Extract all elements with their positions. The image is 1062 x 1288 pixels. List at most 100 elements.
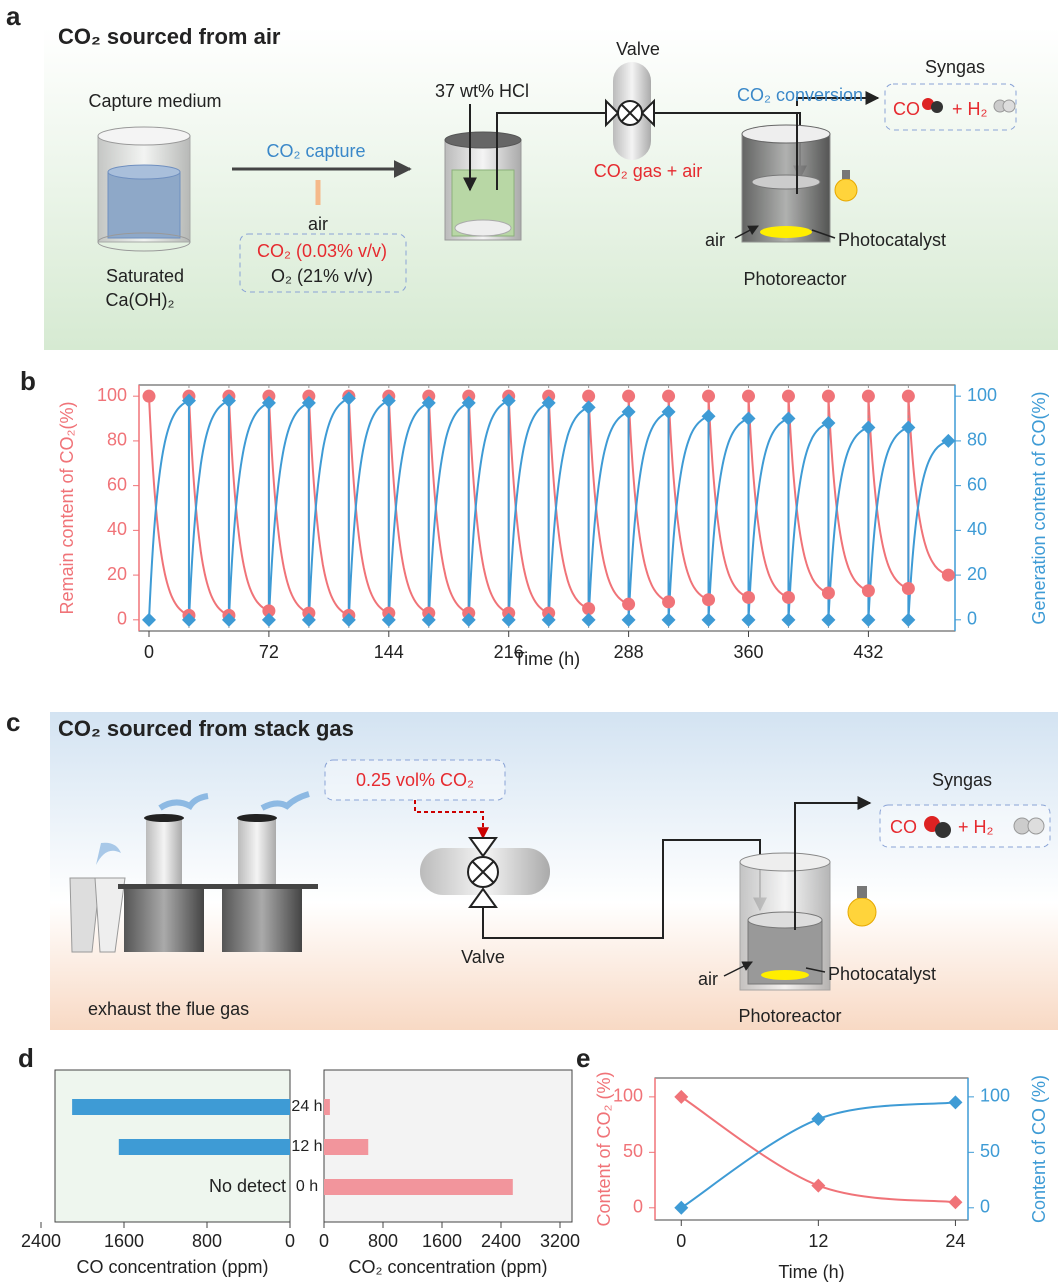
- pipe: [482, 839, 767, 939]
- bulb: [847, 886, 877, 927]
- data-point: [742, 590, 756, 604]
- curve: [267, 401, 310, 620]
- curve: [627, 410, 669, 620]
- category-label: 24 h: [291, 1098, 322, 1115]
- data-point: [622, 389, 636, 403]
- bar: [324, 1179, 513, 1195]
- curve: [587, 396, 629, 606]
- dashed-box: [239, 233, 407, 293]
- label: exhaust the flue gas: [88, 999, 249, 1019]
- y-axis-label: Remain content of CO₂(%): [57, 401, 77, 614]
- data-point: [421, 395, 436, 410]
- curve: [467, 399, 510, 620]
- pipe: [794, 796, 872, 930]
- x-tick-label: 1600: [422, 1231, 462, 1251]
- curve: [507, 401, 550, 620]
- arrow: [734, 225, 759, 239]
- y2-tick-label: 0: [967, 609, 977, 629]
- label: air: [308, 214, 328, 234]
- data-point: [262, 604, 276, 618]
- data-point: [674, 1089, 689, 1104]
- label: 0.25 vol% CO₂: [356, 770, 474, 790]
- y2-tick-label: 40: [967, 519, 987, 539]
- capture-beaker: [97, 126, 191, 252]
- data-point: [948, 1195, 963, 1210]
- data-point: [701, 409, 716, 424]
- x-tick-label: 144: [374, 642, 404, 662]
- data-point: [341, 612, 356, 627]
- category-label: 0 h: [296, 1178, 318, 1195]
- photoreactor: [741, 124, 831, 243]
- data-point: [261, 395, 276, 410]
- label: CO₂ conversion: [737, 85, 863, 105]
- panel-title: CO₂ sourced from stack gas: [58, 716, 354, 741]
- data-point: [741, 612, 756, 627]
- y-tick-label: 60: [107, 474, 127, 494]
- arrow: [723, 961, 753, 977]
- h2-molecule: [1013, 817, 1045, 835]
- curve: [148, 399, 190, 620]
- x-tick-label: 1600: [104, 1231, 144, 1251]
- x-tick-label: 800: [192, 1231, 222, 1251]
- data-point: [501, 612, 516, 627]
- data-point: [541, 612, 556, 627]
- data-point: [821, 416, 836, 431]
- data-point: [181, 393, 196, 408]
- x-tick-label: 0: [285, 1231, 295, 1251]
- data-point: [781, 590, 795, 604]
- curve: [627, 396, 669, 603]
- data-point: [701, 612, 716, 627]
- curve: [907, 439, 949, 620]
- data-point: [661, 404, 676, 419]
- data-point: [381, 612, 396, 627]
- x-axis-label: Time (h): [778, 1262, 844, 1282]
- curve: [827, 426, 869, 620]
- panel-label: d: [18, 1043, 34, 1073]
- label: Photoreactor: [738, 1006, 841, 1026]
- data-point: [901, 582, 915, 596]
- curve: [587, 410, 629, 620]
- y2-tick-label: 100: [967, 385, 997, 405]
- data-point: [421, 612, 436, 627]
- panel-label: e: [576, 1043, 590, 1073]
- y-tick-label: 100: [613, 1086, 643, 1106]
- curve: [707, 396, 749, 599]
- data-point: [781, 411, 796, 426]
- data-point: [621, 612, 636, 627]
- data-point: [901, 389, 915, 403]
- factory: [69, 791, 318, 953]
- curve: [667, 415, 709, 620]
- data-point: [582, 389, 596, 403]
- x-tick-label: 24: [945, 1231, 965, 1251]
- co-molecule: [922, 98, 943, 113]
- data-point: [461, 395, 476, 410]
- data-point: [702, 593, 716, 607]
- x-tick-label: 12: [808, 1231, 828, 1251]
- label: + H₂: [952, 99, 988, 119]
- label: CO₂ capture: [266, 141, 365, 161]
- y2-axis-label: Generation content of CO(%): [1029, 391, 1049, 624]
- x-tick-label: 0: [144, 642, 154, 662]
- data-point: [381, 393, 396, 408]
- x-tick-label: 2400: [481, 1231, 521, 1251]
- y2-tick-label: 100: [980, 1086, 1010, 1106]
- data-point: [662, 595, 676, 609]
- x-tick-label: 3200: [540, 1231, 580, 1251]
- y2-axis-label: Content of CO (%): [1029, 1075, 1049, 1223]
- label: air: [698, 969, 718, 989]
- pointer: [811, 229, 836, 239]
- x-tick-label: 432: [853, 642, 883, 662]
- panel-a: a CO₂ sourced from air Capture medium Sa…: [6, 1, 1058, 350]
- y2-tick-label: 80: [967, 430, 987, 450]
- data-point: [702, 389, 716, 403]
- co-molecule: [924, 816, 951, 838]
- data-point: [821, 612, 836, 627]
- plot-frame: [654, 1077, 969, 1221]
- bar: [72, 1099, 290, 1115]
- dashed-box: [879, 804, 1051, 848]
- label: Photocatalyst: [828, 964, 936, 984]
- label: + H₂: [958, 817, 994, 837]
- data-point: [821, 389, 835, 403]
- label: Syngas: [932, 770, 992, 790]
- x-tick-label: 72: [259, 642, 279, 662]
